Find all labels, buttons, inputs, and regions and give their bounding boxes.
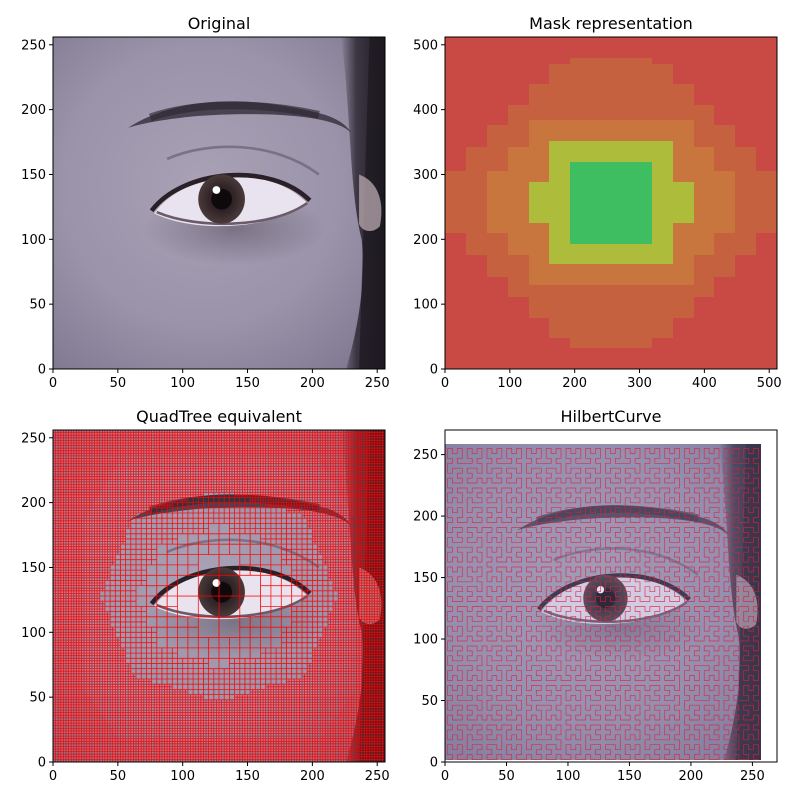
y-tick-label: 50 bbox=[421, 694, 438, 709]
x-tick-label: 250 bbox=[740, 769, 765, 784]
y-tick-label: 150 bbox=[21, 168, 46, 183]
eye-photo-original bbox=[53, 37, 385, 369]
x-tick-label: 100 bbox=[170, 376, 195, 391]
ticks-hilbert: 0 50 100 150 200 250 0 50 100 150 200 250 bbox=[413, 448, 765, 784]
y-tick-label: 0 bbox=[430, 363, 438, 378]
panel-original-title: Original bbox=[188, 14, 251, 33]
x-tick-label: 50 bbox=[498, 769, 515, 784]
ticks-original: 0 50 100 150 200 250 0 50 100 150 200 250 bbox=[21, 38, 389, 391]
x-tick-label: 400 bbox=[692, 376, 717, 391]
y-tick-label: 0 bbox=[430, 756, 438, 771]
axes-frame-quadtree bbox=[52, 429, 386, 763]
y-tick-label: 400 bbox=[413, 103, 438, 118]
y-tick-label: 500 bbox=[413, 38, 438, 53]
axes-frame-mask bbox=[444, 36, 778, 370]
panel-original: Original 0 50 100 150 200 250 0 50 100 150 200 250 bbox=[21, 14, 389, 391]
y-tick-label: 150 bbox=[21, 561, 46, 576]
x-tick-label: 50 bbox=[110, 376, 127, 391]
x-tick-label: 500 bbox=[757, 376, 782, 391]
x-tick-label: 0 bbox=[49, 376, 57, 391]
x-tick-label: 250 bbox=[365, 769, 390, 784]
panel-mask-title: Mask representation bbox=[529, 14, 693, 33]
x-tick-label: 250 bbox=[365, 376, 390, 391]
eye-photo-quadtree bbox=[53, 430, 385, 762]
panel-hilbert: HilbertCurve 0 50 100 150 200 250 0 50 100 150 200… bbox=[413, 407, 778, 784]
x-tick-label: 200 bbox=[562, 376, 587, 391]
y-tick-label: 100 bbox=[413, 633, 438, 648]
axes-frame-original bbox=[52, 36, 386, 370]
y-tick-label: 100 bbox=[413, 298, 438, 313]
y-tick-label: 250 bbox=[413, 448, 438, 463]
x-tick-label: 300 bbox=[627, 376, 652, 391]
y-tick-label: 0 bbox=[38, 363, 46, 378]
x-tick-label: 100 bbox=[170, 769, 195, 784]
x-tick-label: 200 bbox=[300, 769, 325, 784]
ticks-mask: 0 100 200 300 400 500 0 100 200 300 400 500 bbox=[413, 38, 781, 391]
y-tick-label: 150 bbox=[413, 571, 438, 586]
quadtree-grid-overlay bbox=[53, 430, 385, 762]
panel-mask: Mask representation 0 100 200 300 400 500 0 100… bbox=[413, 14, 781, 391]
axes-frame-hilbert bbox=[444, 429, 778, 763]
x-tick-label: 100 bbox=[497, 376, 522, 391]
x-tick-label: 150 bbox=[235, 376, 260, 391]
panel-quadtree: QuadTree equivalent 0 50 100 150 200 250 0 50 10… bbox=[21, 407, 389, 784]
x-tick-label: 50 bbox=[110, 769, 127, 784]
x-tick-label: 150 bbox=[617, 769, 642, 784]
y-tick-label: 50 bbox=[29, 691, 46, 706]
x-tick-label: 0 bbox=[49, 769, 57, 784]
x-tick-label: 200 bbox=[300, 376, 325, 391]
panel-hilbert-title: HilbertCurve bbox=[561, 407, 662, 426]
eye-photo-hilbert bbox=[445, 444, 761, 760]
mask-region-level-4 bbox=[570, 162, 652, 244]
y-tick-label: 200 bbox=[21, 103, 46, 118]
y-tick-label: 200 bbox=[413, 510, 438, 525]
y-tick-label: 100 bbox=[21, 233, 46, 248]
y-tick-label: 200 bbox=[413, 233, 438, 248]
x-tick-label: 0 bbox=[441, 769, 449, 784]
panel-quadtree-title: QuadTree equivalent bbox=[136, 407, 302, 426]
mask-heatmap bbox=[445, 37, 777, 369]
y-tick-label: 250 bbox=[21, 38, 46, 53]
y-tick-label: 250 bbox=[21, 431, 46, 446]
x-tick-label: 200 bbox=[679, 769, 704, 784]
hilbert-curve-path bbox=[447, 448, 759, 760]
hilbert-curve-overlay bbox=[447, 448, 759, 760]
x-tick-label: 0 bbox=[441, 376, 449, 391]
ticks-quadtree: 0 50 100 150 200 250 0 50 100 150 200 250 bbox=[21, 431, 389, 784]
y-tick-label: 0 bbox=[38, 756, 46, 771]
quadtree-cells bbox=[53, 430, 385, 762]
x-tick-label: 100 bbox=[556, 769, 581, 784]
y-tick-label: 100 bbox=[21, 626, 46, 641]
y-tick-label: 300 bbox=[413, 168, 438, 183]
y-tick-label: 50 bbox=[29, 298, 46, 313]
y-tick-label: 200 bbox=[21, 496, 46, 511]
x-tick-label: 150 bbox=[235, 769, 260, 784]
